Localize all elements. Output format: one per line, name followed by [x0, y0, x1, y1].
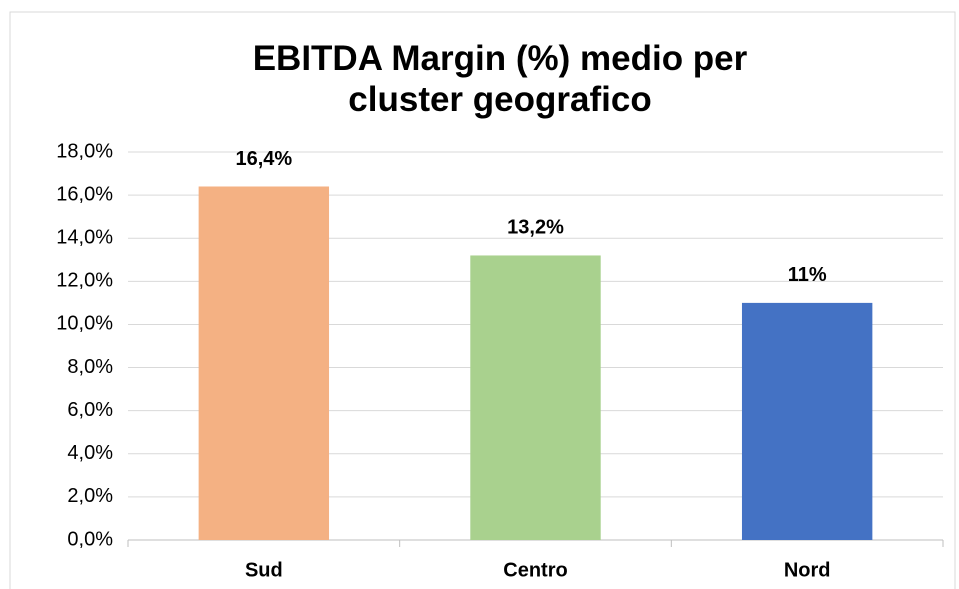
- bar: [198, 186, 330, 540]
- x-tick-label: Sud: [245, 559, 283, 581]
- chart-title: EBITDA Margin (%) medio per cluster geog…: [252, 39, 748, 119]
- y-tick-label: 18,0%: [56, 140, 113, 162]
- y-tick-label: 8,0%: [67, 356, 113, 378]
- y-tick-label: 4,0%: [67, 442, 113, 464]
- data-label: 16,4%: [235, 148, 292, 170]
- data-label: 11%: [788, 264, 827, 286]
- y-tick-label: 14,0%: [56, 227, 113, 249]
- y-tick-label: 6,0%: [67, 399, 113, 421]
- bar: [741, 302, 873, 540]
- y-tick-label: 0,0%: [67, 528, 113, 550]
- bar: [470, 255, 601, 540]
- y-tick-label: 2,0%: [67, 485, 113, 507]
- x-tick-label: Nord: [784, 559, 831, 581]
- x-tick-label: Centro: [503, 559, 567, 581]
- y-tick-label: 10,0%: [56, 313, 113, 335]
- y-tick-label: 12,0%: [56, 270, 113, 292]
- chart-border: [9, 11, 956, 589]
- data-label: 13,2%: [507, 217, 564, 239]
- y-tick-label: 16,0%: [56, 183, 113, 205]
